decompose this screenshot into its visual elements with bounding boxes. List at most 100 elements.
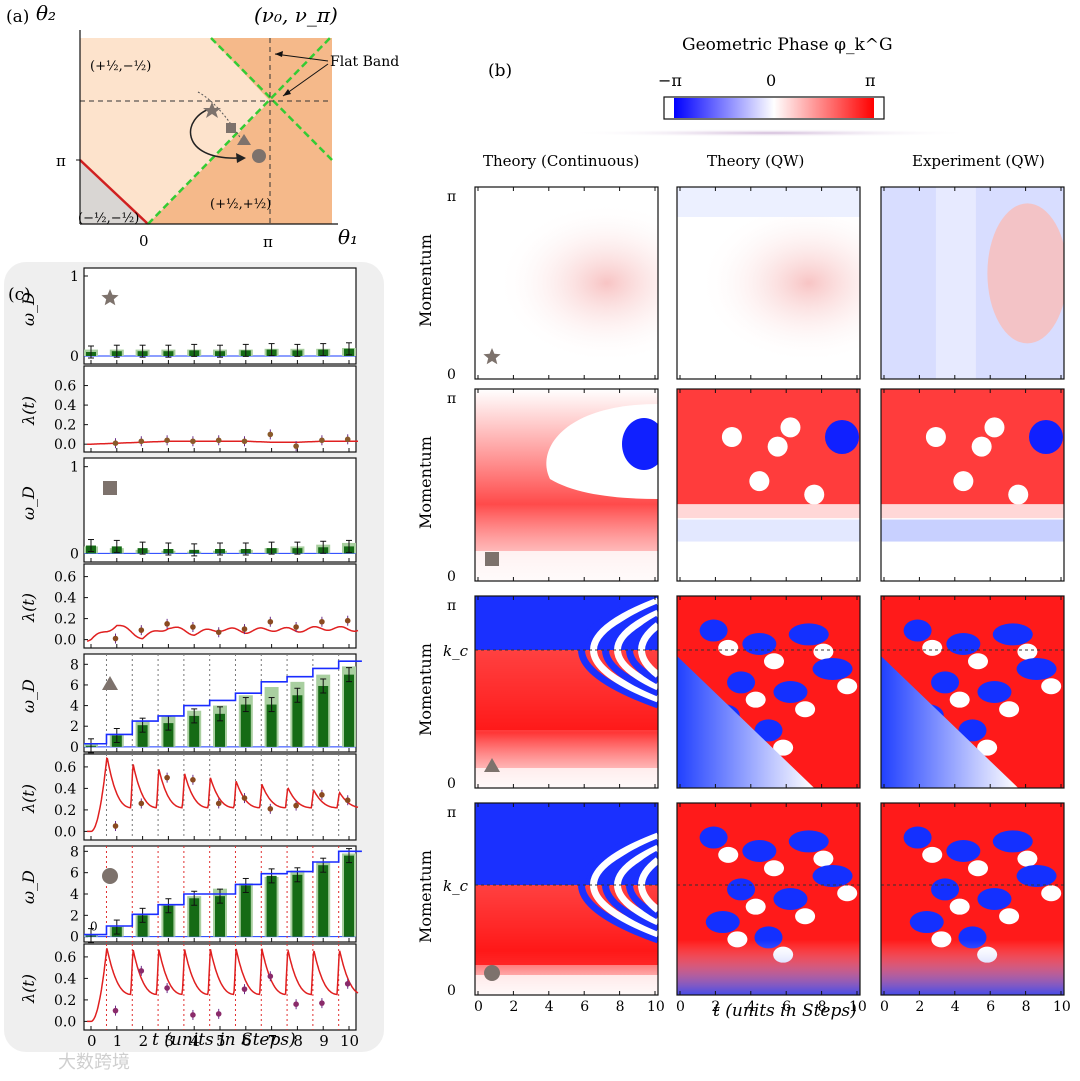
square-marker-icon [485,552,499,566]
experiment-bar [318,865,329,937]
lambda-data-point [112,1007,119,1014]
chart-ytick: 0.0 [54,633,76,649]
b-x-axis-label: t (units in Steps) [713,1001,857,1021]
lambda-data-point [319,437,325,444]
chart-ytick: 0.4 [54,398,76,414]
b-xtick: 10 [849,999,867,1015]
chart-frame [83,365,357,453]
heatmap-frame [676,186,861,380]
c-xtick: 9 [319,1032,329,1050]
heatmap-r4-c2: 0 2 4 6 8 10 [676,802,867,1015]
star-marker-icon [101,289,119,306]
panel-c-label: (c) [8,285,31,305]
chart-ytick: 0.4 [54,971,76,987]
b-ytick-0: 0 [447,569,456,585]
experiment-bar [318,685,329,747]
chart-ylabel: λ(t) [19,396,38,426]
heatmap-r3-c2 [676,595,861,789]
chart-frame [83,563,357,649]
chart-ytick: 0.0 [54,437,76,453]
experiment-bar [163,905,174,937]
star-marker-icon [483,348,501,365]
b-ytick-pi: π [447,391,456,407]
chart-ytick: 0.2 [54,612,76,628]
c-xtick: 1 [113,1032,123,1050]
c-xtick: 7 [268,1032,278,1050]
chart-ylabel: λ(t) [19,593,38,623]
b-ytick-pi: π [447,805,456,821]
panel-c: (c)ω_D01λ(t)0.00.20.40.6ω_D01λ(t)0.00.20… [4,262,384,1052]
chart-ytick: 1 [70,269,79,285]
lambda-data-point [138,800,145,807]
lambda-data-point [190,1012,196,1018]
lambda-data-point [267,973,274,980]
lambda-data-point [319,618,325,625]
lambda-data-point [267,806,274,812]
theta1-axis-label: θ₁ [338,225,358,249]
chart-ytick: 8 [70,844,79,860]
lambda-data-point [344,980,351,987]
lambda-data-point [138,438,145,445]
lambda-data-point [164,774,170,781]
corner-label: (ν₀, ν_π) [254,3,338,27]
b-xtick: 10 [647,999,665,1015]
chart-ytick: 0.6 [54,379,76,395]
square-marker-icon [103,481,117,495]
experiment-bar [292,695,303,747]
chart-ylabel: ω_D [19,679,38,713]
experiment-bar [215,713,225,747]
c-xtick: 4 [190,1032,200,1050]
chart-star-bar: ω_D 0 1 [19,267,357,365]
b-xtick: 2 [509,999,518,1015]
heatmap-r1-c1: π 0 Momentum [416,186,659,383]
chart-ytick: 2 [70,908,79,924]
circle-marker-icon [252,149,266,163]
lambda-data-point [344,436,351,443]
chart-ytick: 0.6 [54,570,76,586]
b-ytick-0: 0 [447,776,456,792]
experiment-bar [266,704,277,747]
chart-ytick: 0 [70,740,79,756]
lambda-data-point [190,438,196,445]
chart-circle-line: λ(t) 0.0 0.2 0.4 0.6 0 1 2 3 4 5 6 7 8 9 10 [19,943,359,1050]
c-xtick: 6 [242,1032,252,1050]
a-xtick-pi: π [263,233,273,251]
red-boundary-line [79,159,149,225]
heatmap-frame [880,595,1065,789]
region-label-top-left: (+½,−½) [90,59,151,74]
lambda-data-point [319,792,325,798]
b-xtick: 6 [782,999,791,1015]
colorbar-title: Geometric Phase φ_k^G [682,35,893,55]
lambda-data-point [164,437,170,444]
theta2-axis-label: θ₂ [36,1,56,25]
experiment-bar [189,715,200,747]
heatmap-r4-c1: π 0 k_c Momentum 0 2 4 6 8 10 [416,802,665,1015]
c-xtick: 8 [293,1032,303,1050]
chart-ytick: 0.4 [54,591,76,607]
colorbar-tick-neg-pi: −π [658,71,682,90]
chart-ytick: 0.2 [54,418,76,434]
chart-ytick: 0 [70,546,79,562]
lambda-data-point [241,986,248,992]
chart-ytick: 8 [70,657,79,673]
triangle-marker-icon [102,676,118,690]
lambda-data-point [190,777,196,783]
chart-ytick: 0.4 [54,781,76,797]
b-xtick: 0 [880,999,889,1015]
heatmap-frame [880,186,1065,380]
heatmap-frame [676,388,861,582]
triangle-marker-icon [484,758,500,772]
theory-curve [87,440,358,445]
lambda-data-point [293,443,299,449]
colorbar-tick-pi: π [865,71,876,90]
lambda-data-point [293,624,299,630]
zero-annotation: 0 [90,920,98,934]
c-xtick: 0 [87,1032,97,1050]
chart-square-line: λ(t) 0.0 0.2 0.4 0.6 [19,563,359,649]
experiment-bar [240,704,251,747]
chart-ylabel: ω_D [19,870,38,904]
experiment-bar [266,875,277,937]
panel-a: (a) θ₂ (ν₀, ν_π) θ₁ 0 π π (+½,−½) (+½,+½… [6,1,399,251]
chart-ytick: 0 [70,930,79,946]
